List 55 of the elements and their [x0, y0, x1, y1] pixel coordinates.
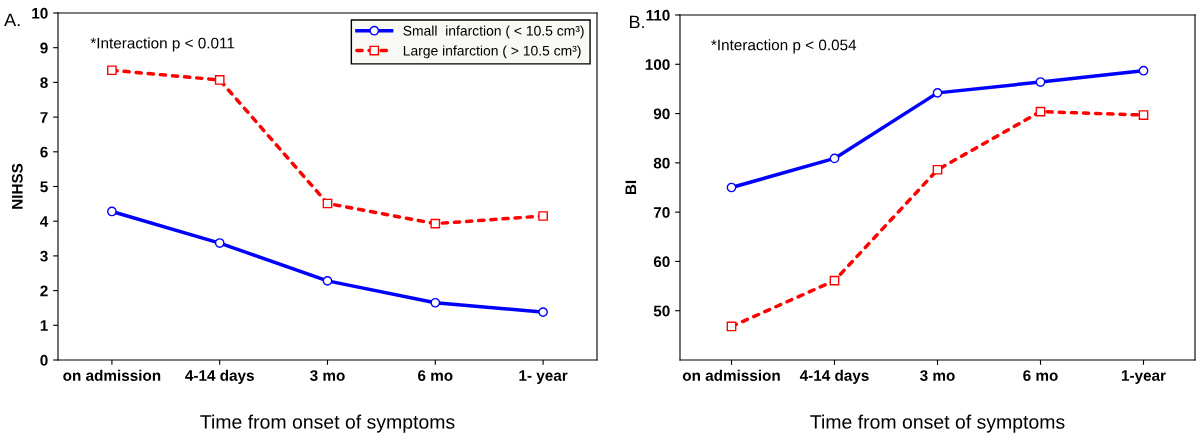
x-tick-label: 3 mo: [920, 370, 955, 381]
point: [1138, 65, 1149, 76]
y-tick-label: 7: [40, 112, 48, 123]
annotation: *Interaction p < 0.054: [711, 39, 857, 54]
y-tick-label: 80: [653, 157, 670, 169]
point: [1138, 110, 1149, 120]
y-tick-label: 10: [32, 7, 48, 19]
x-tick-label: 6 mo: [418, 370, 453, 381]
point: [322, 276, 333, 286]
point: [430, 218, 441, 229]
y-axis-title: NIHSS: [11, 163, 23, 209]
x-tick-label: 4-14 days: [185, 369, 254, 384]
x-tick-label: on admission: [63, 369, 161, 381]
x-tick-label: 1-year: [1121, 370, 1166, 384]
y-tick-label: 4: [40, 216, 49, 227]
point: [107, 206, 117, 217]
point: [107, 65, 117, 76]
point: [1035, 77, 1046, 87]
point: [726, 182, 737, 193]
chart-title: B.: [629, 15, 644, 29]
y-tick-label: 100: [645, 59, 670, 70]
point: [829, 153, 840, 164]
y-tick-label: 70: [653, 207, 670, 218]
y-tick-label: 90: [653, 108, 670, 120]
y-tick-label: 6: [40, 146, 48, 158]
x-axis-title: Time from onset of symptoms: [200, 414, 455, 433]
y-tick-label: 0: [40, 354, 48, 366]
point: [214, 75, 225, 85]
y-tick-label: 60: [653, 256, 670, 268]
point: [430, 297, 441, 308]
point: [214, 238, 225, 248]
point: [538, 211, 548, 221]
legend-label: Large infarction ( > 10.5 cm³): [403, 45, 581, 59]
x-tick-label: 3 mo: [310, 370, 345, 381]
y-tick-label: 50: [653, 305, 670, 317]
y-axis-title: BI: [625, 180, 637, 195]
point: [932, 88, 943, 98]
y-tick-label: 3: [40, 250, 48, 262]
y-tick-label: 8: [40, 77, 48, 89]
point: [932, 164, 943, 175]
x-tick-label: 4-14 days: [799, 369, 869, 384]
y-tick-label: 9: [40, 42, 48, 54]
y-tick-label: 110: [646, 9, 670, 21]
x-tick-label: 6 mo: [1023, 370, 1058, 381]
annotation: *Interaction p < 0.011: [90, 37, 235, 52]
x-tick-label: 1- year: [519, 370, 568, 384]
y-tick-label: 5: [40, 181, 48, 193]
point: [829, 275, 840, 286]
y-tick-label: 1: [40, 320, 48, 331]
point: [538, 307, 548, 317]
x-axis-title: Time from onset of symptoms: [810, 414, 1065, 433]
y-tick-label: 2: [40, 285, 48, 297]
chart-title: A.: [4, 13, 20, 27]
legend-label: Small infarction ( < 10.5 cm³): [403, 25, 584, 39]
x-tick-label: on admission: [682, 369, 780, 381]
